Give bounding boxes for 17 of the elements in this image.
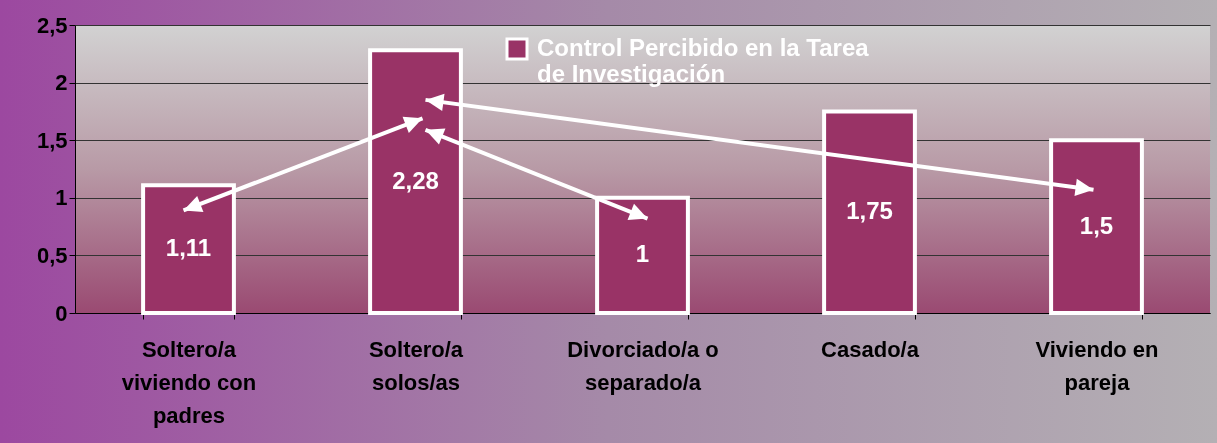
y-tick-label: 2,5	[36, 12, 68, 38]
x-tick-label: Viviendo en pareja	[1035, 336, 1159, 395]
y-tick-label: 1	[55, 185, 68, 211]
data-label: 1,11	[165, 234, 212, 262]
x-tick-label: Casado/a	[821, 336, 920, 362]
data-label: 2,28	[392, 166, 439, 194]
y-tick-label: 1,5	[36, 127, 68, 153]
data-label: 1	[635, 240, 650, 268]
y-tick-label: 2	[55, 70, 68, 96]
legend-label: Control Percibido en la Tarea de Investigación	[537, 34, 870, 87]
y-tick-label: 0,5	[36, 242, 68, 268]
x-tick-label: Soltero/a viviendo con padres	[121, 336, 257, 428]
x-tick-label: Divorciado/a o separado/a	[567, 336, 719, 395]
y-tick-label: 0	[55, 300, 68, 326]
data-label: 1,5	[1079, 211, 1114, 239]
x-tick-label: Soltero/a solos/as	[368, 336, 464, 395]
data-label: 1,75	[846, 197, 893, 225]
